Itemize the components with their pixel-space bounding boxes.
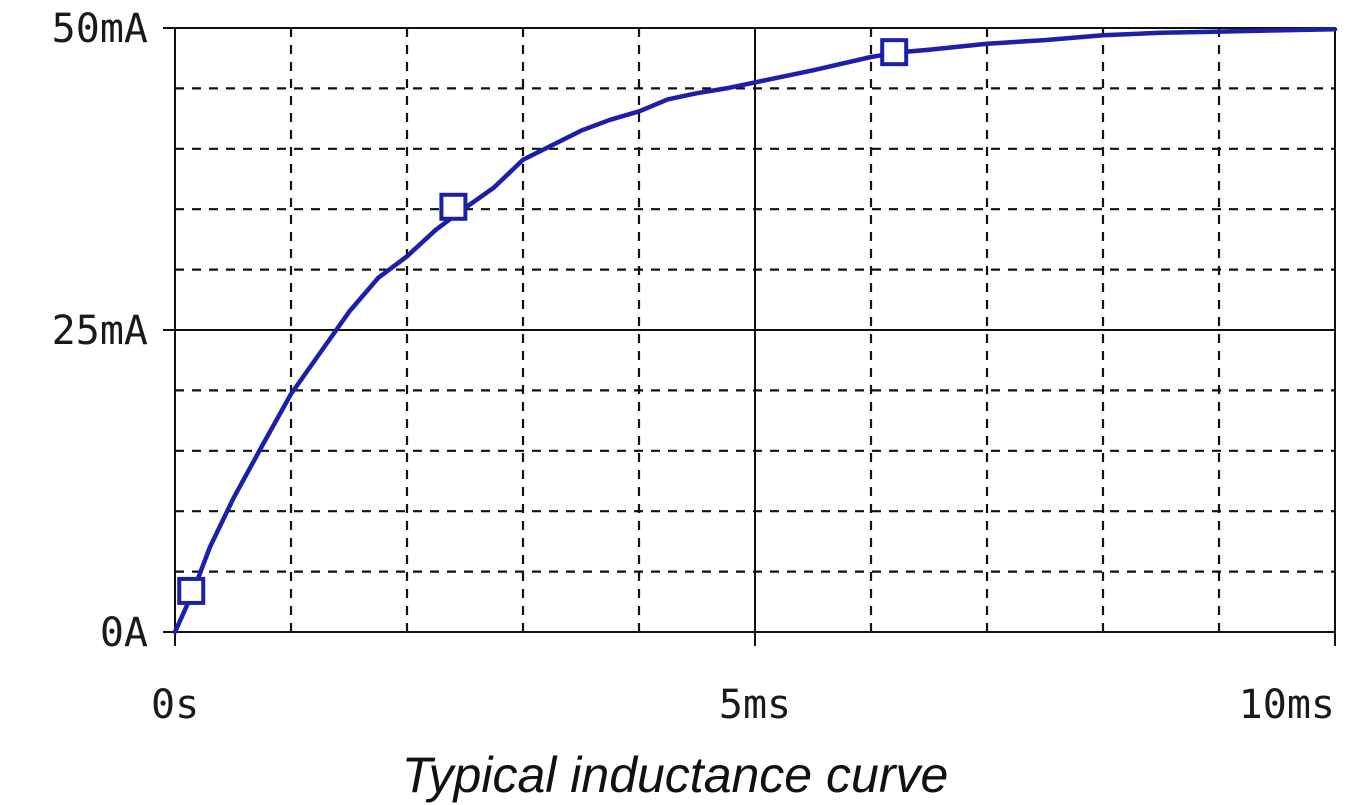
x-tick-label: 10ms (1239, 682, 1335, 728)
series-marker (177, 576, 206, 605)
chart-grid (175, 28, 1335, 632)
series-marker (880, 38, 909, 67)
y-tick-label: 0A (100, 610, 148, 656)
series-line (172, 26, 1338, 635)
series-layer (172, 26, 1338, 635)
tick-labels: 0s 5ms 10ms 0A 25mA 50mA (52, 6, 1335, 728)
x-tick-label: 0s (151, 682, 199, 728)
chart-axes (163, 27, 1336, 646)
x-tick-label: 5ms (719, 682, 791, 728)
series-marker (439, 192, 468, 221)
y-tick-label: 50mA (52, 6, 148, 52)
y-tick-label: 25mA (52, 308, 148, 354)
chart-caption: Typical inductance curve (402, 747, 949, 803)
